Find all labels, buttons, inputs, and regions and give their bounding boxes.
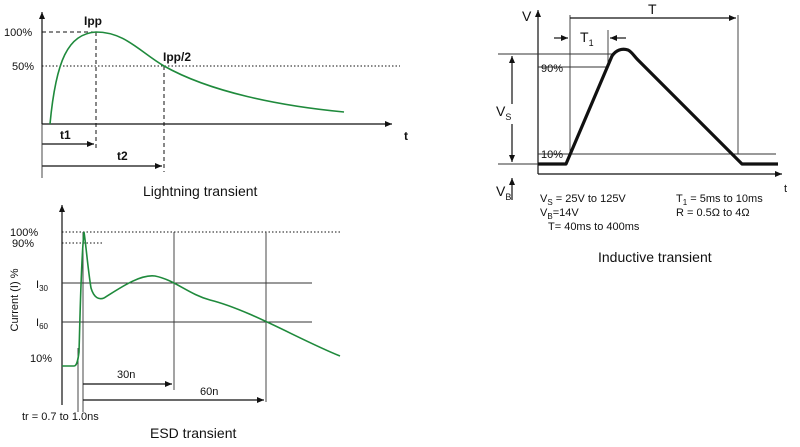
spec-T1: T1 = 5ms to 10ms [676, 193, 763, 207]
ipp-half-label: Ipp/2 [163, 50, 191, 64]
esd-i30-label: I30 [36, 279, 49, 293]
esd-y-90-label: 90% [12, 238, 34, 250]
spec-T: T= 40ms to 400ms [548, 221, 640, 233]
inductive-caption: Inductive transient [598, 249, 712, 265]
esd-y-axis-label: Current (I) % [9, 268, 21, 331]
vb-label: VB [496, 183, 511, 202]
inductive-90-label: 90% [541, 63, 563, 75]
lightning-caption: Lightning transient [143, 183, 258, 199]
esd-rise-time-label: tr = 0.7 to 1.0ns [22, 411, 99, 423]
spec-vs: VS = 25V to 125V [540, 193, 626, 207]
ipp-label: Ipp [84, 14, 102, 28]
inductive-v-axis-label: V [522, 8, 532, 24]
esd-i60-label: I60 [36, 317, 49, 331]
lightning-t-axis-label: t [404, 129, 408, 143]
inductive-10-label: 10% [541, 149, 563, 161]
lightning-transient-diagram: 100% 50% Ipp Ipp/2 t1 t2 t Lightning tra… [4, 12, 408, 199]
inductive-t-axis-label: t [784, 183, 787, 195]
t1-label: t1 [60, 128, 71, 142]
inductive-waveform [538, 47, 778, 166]
esd-y-10-label: 10% [30, 353, 52, 365]
t2-label: t2 [117, 149, 128, 163]
esd-60n-label: 60n [200, 386, 218, 398]
inductive-T-label: T [648, 1, 657, 17]
esd-30n-label: 30n [117, 369, 135, 381]
lightning-y-100-label: 100% [4, 27, 32, 39]
spec-vb: VB=14V [540, 207, 579, 221]
inductive-transient-diagram: V t T T1 90% 10% VS VB VS = 25V to 125V … [496, 1, 787, 265]
spec-R: R = 0.5Ω to 4Ω [676, 207, 750, 219]
esd-curve [62, 231, 341, 367]
lightning-y-50-label: 50% [12, 61, 34, 73]
esd-caption: ESD transient [150, 425, 236, 441]
inductive-T1-label: T1 [580, 29, 594, 48]
esd-y-100-label: 100% [10, 227, 38, 239]
lightning-curve [49, 31, 345, 125]
vs-label: VS [496, 103, 511, 122]
esd-transient-diagram: 100% 90% I30 I60 10% Current (I) % 30n 6… [9, 205, 341, 441]
